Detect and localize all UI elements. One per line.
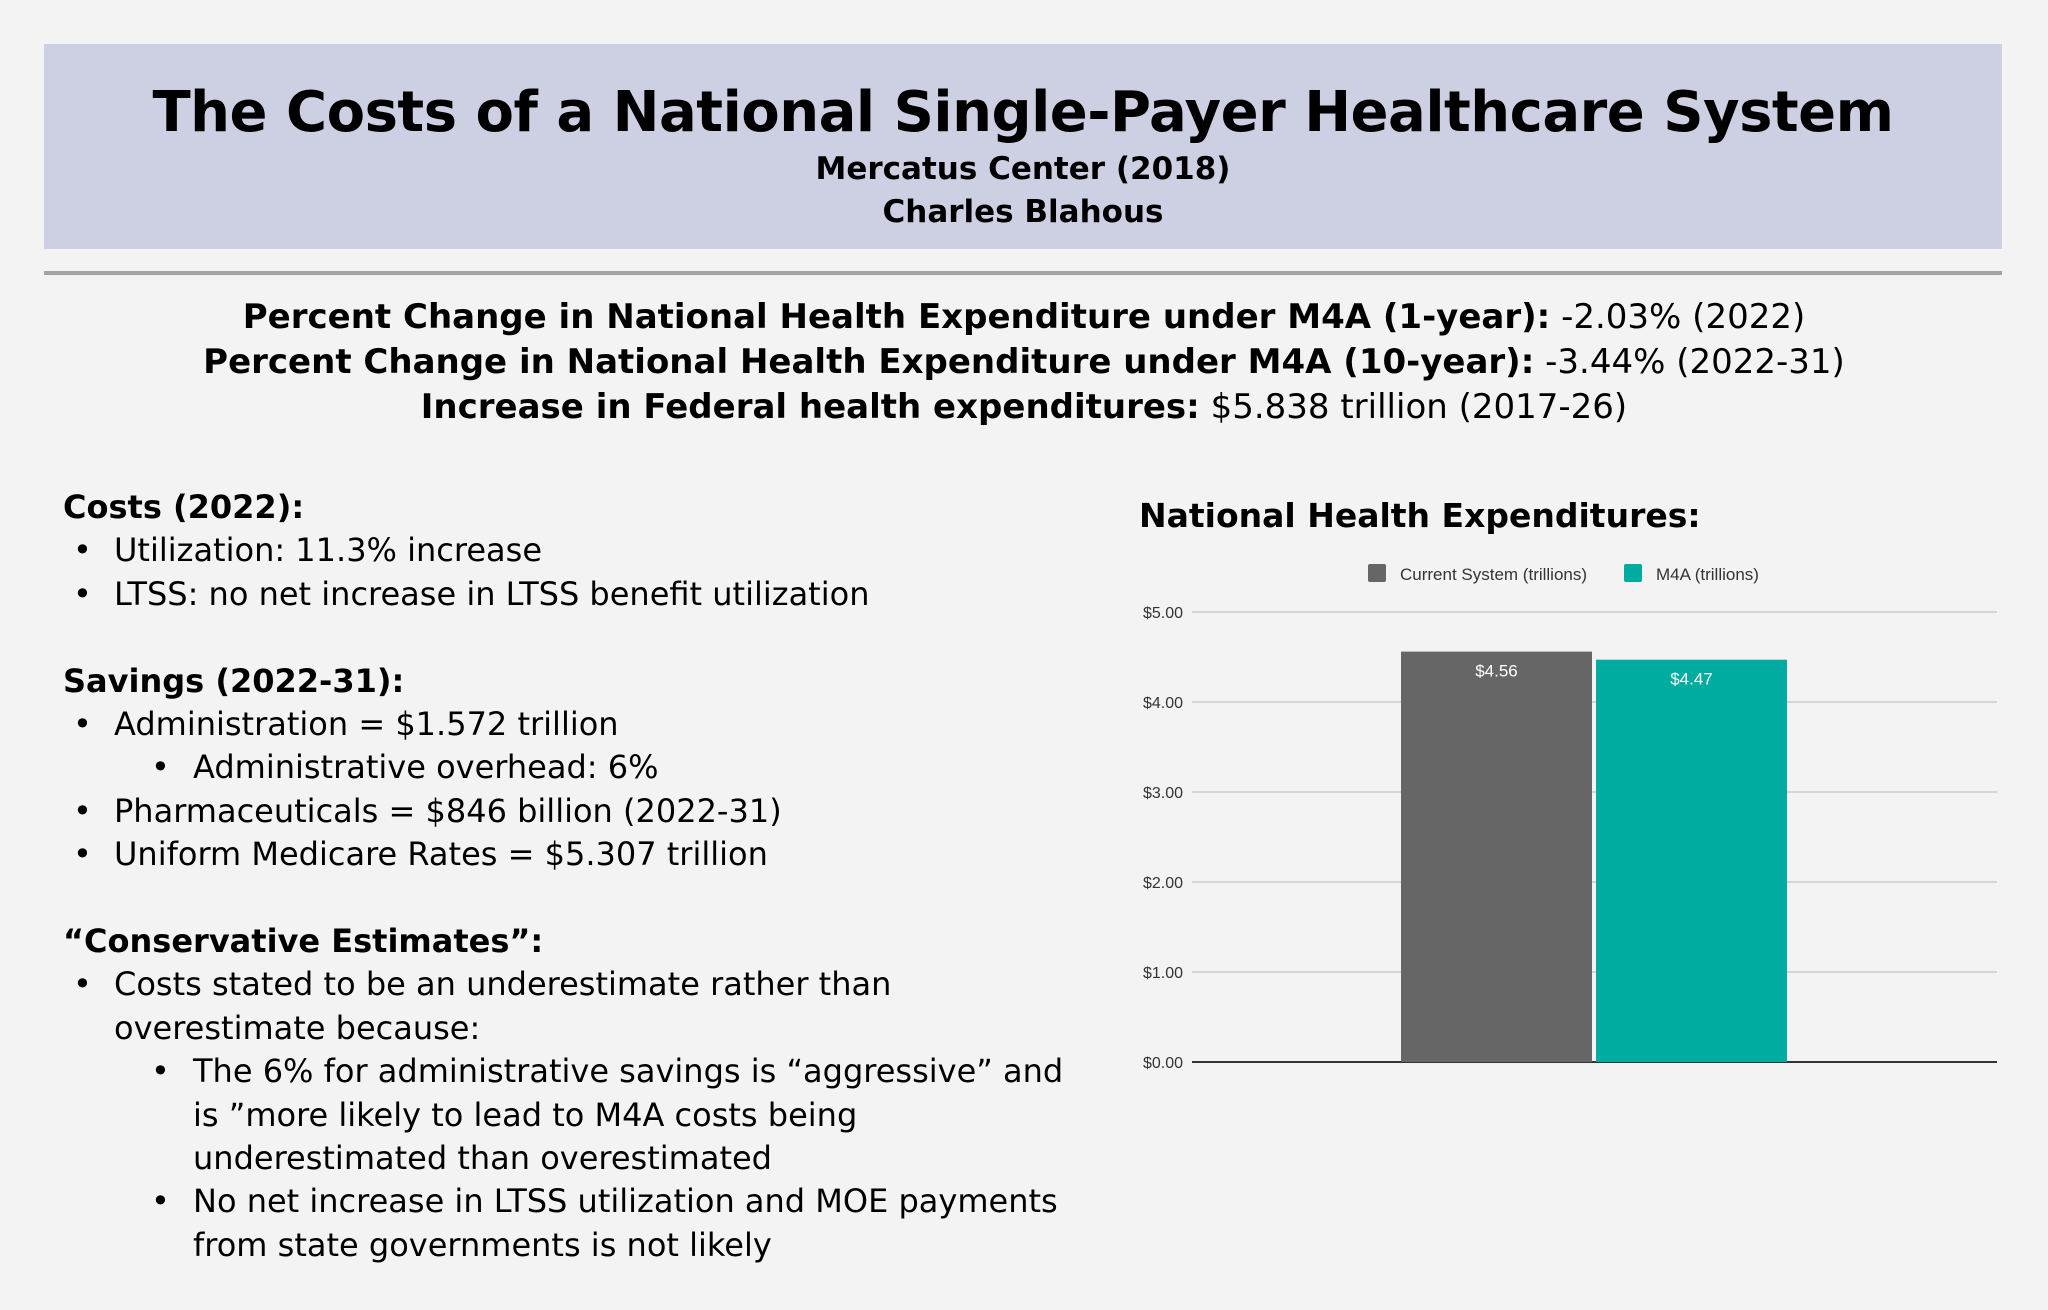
y-tick-label: $3.00 xyxy=(1143,785,1183,802)
summary-line: Percent Change in National Health Expend… xyxy=(242,297,1806,337)
legend-swatch xyxy=(1624,564,1642,582)
legend-swatch xyxy=(1368,564,1386,582)
y-tick-label: $1.00 xyxy=(1143,965,1183,982)
legend-label: Current System (trillions) xyxy=(1400,565,1587,584)
y-tick-label: $2.00 xyxy=(1143,875,1183,892)
list-item: LTSS: no net increase in LTSS benefit ut… xyxy=(63,573,1043,617)
list-item: Costs stated to be an underestimate rath… xyxy=(63,963,994,1050)
summary-line: Percent Change in National Health Expend… xyxy=(203,342,1845,382)
bar xyxy=(1401,651,1592,1062)
costs-heading: Costs (2022): xyxy=(63,488,305,526)
list-item: Pharmaceuticals = $846 billion (2022-31) xyxy=(63,790,1043,834)
list-item: Uniform Medicare Rates = $5.307 trillion xyxy=(63,833,1043,877)
legend-label: M4A (trillions) xyxy=(1656,565,1759,584)
header-banner: The Costs of a National Single-Payer Hea… xyxy=(44,44,2002,249)
divider xyxy=(44,271,2002,275)
details: Costs (2022): Utilization: 11.3% increas… xyxy=(63,486,1063,1267)
savings-heading: Savings (2022-31): xyxy=(63,661,405,700)
summary-line: Increase in Federal health expenditures:… xyxy=(420,387,1628,427)
list-item: The 6% for administrative savings is “ag… xyxy=(63,1050,1093,1180)
source: Mercatus Center (2018) xyxy=(815,151,1231,187)
y-tick-label: $0.00 xyxy=(1143,1055,1183,1072)
conservative-heading: “Conservative Estimates”: xyxy=(63,922,544,961)
summary: Percent Change in National Health Expend… xyxy=(0,295,2048,430)
y-tick-label: $5.00 xyxy=(1143,605,1183,622)
data-label: $4.56 xyxy=(1475,662,1518,681)
list-item: Administrative overhead: 6% xyxy=(63,746,1043,790)
list-item: Utilization: 11.3% increase xyxy=(63,529,1043,573)
bar xyxy=(1596,659,1787,1062)
data-label: $4.47 xyxy=(1670,670,1713,689)
list-item: No net increase in LTSS utilization and … xyxy=(63,1180,1093,1267)
list-item: Administration = $1.572 trillion xyxy=(63,703,1043,747)
author: Charles Blahous xyxy=(882,194,1164,230)
y-tick-label: $4.00 xyxy=(1143,695,1183,712)
chart-title: National Health Expenditures: xyxy=(1139,496,1701,535)
page-title: The Costs of a National Single-Payer Hea… xyxy=(152,80,1894,145)
